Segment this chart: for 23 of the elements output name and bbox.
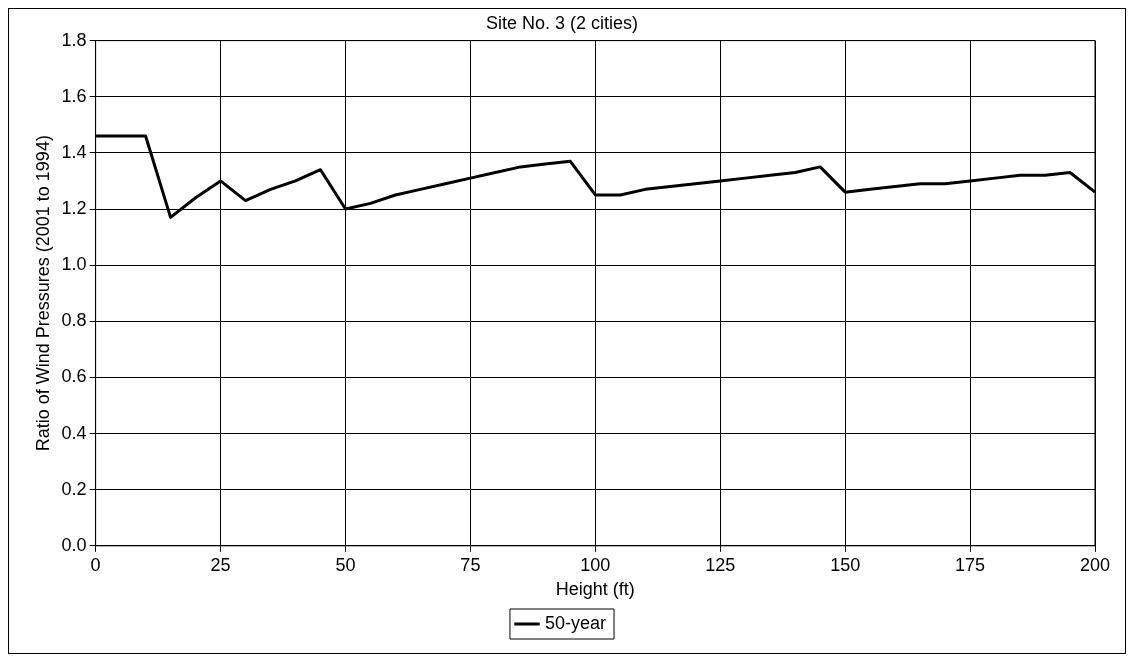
- x-tick-label: 25: [210, 554, 231, 575]
- y-tick-label: 0.6: [61, 366, 87, 387]
- y-tick-label: 1.0: [61, 254, 87, 275]
- x-tick-label: 150: [830, 554, 861, 575]
- x-tick-label: 125: [705, 554, 736, 575]
- y-tick-label: 1.2: [61, 197, 87, 218]
- x-tick-label: 200: [1079, 554, 1111, 575]
- x-tick-label: 50: [335, 554, 356, 575]
- y-tick-label: 0.8: [61, 310, 87, 331]
- x-tick-label: 100: [580, 554, 611, 575]
- x-tick-label: 75: [460, 554, 481, 575]
- x-axis-title: Height (ft): [555, 579, 635, 600]
- y-tick-label: 1.4: [61, 141, 87, 162]
- chart-title: Site No. 3 (2 cities): [485, 12, 639, 33]
- y-axis-title: Ratio of Wind Pressures (2001 to 1994): [32, 135, 53, 452]
- y-tick-label: 0.0: [61, 534, 87, 555]
- x-tick-label: 0: [90, 554, 101, 575]
- x-tick-label: 175: [955, 554, 986, 575]
- y-tick-label: 1.8: [61, 29, 87, 50]
- y-tick-label: 0.2: [61, 478, 87, 499]
- y-tick-label: 0.4: [61, 422, 87, 443]
- legend-label: 50-year: [544, 612, 607, 633]
- y-tick-label: 1.6: [61, 85, 87, 106]
